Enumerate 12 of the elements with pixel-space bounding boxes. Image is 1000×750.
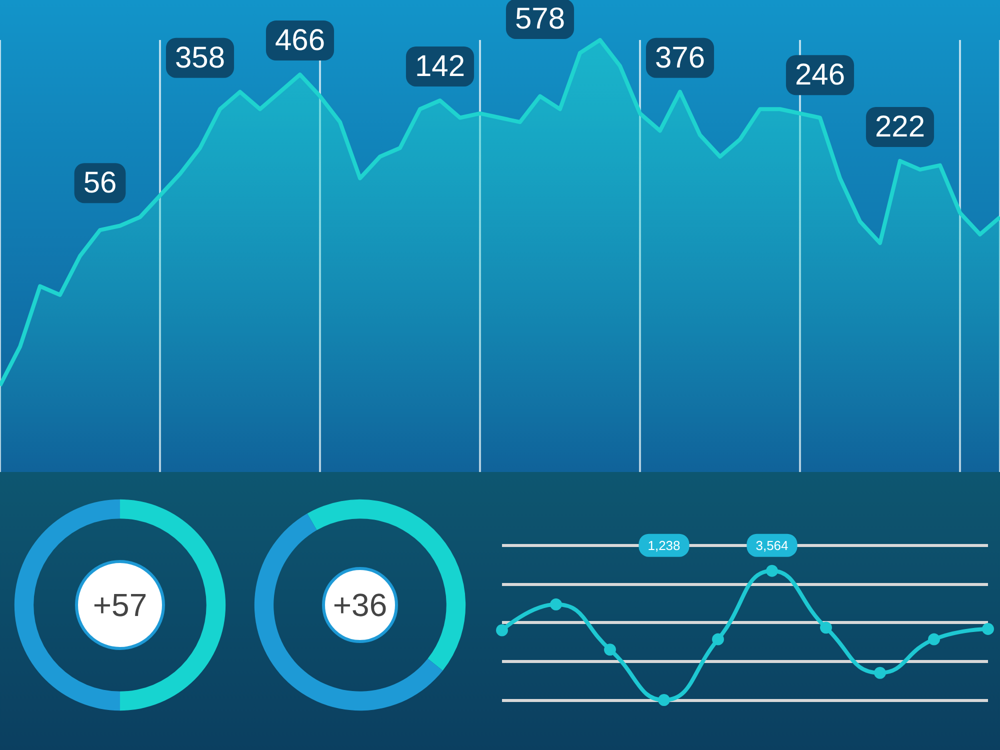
annotation: 376 <box>654 41 706 74</box>
annotation: 246 <box>794 58 846 92</box>
annotation: 466 <box>274 24 326 58</box>
text: 578 <box>514 2 566 36</box>
annotation: 56 <box>83 166 117 200</box>
text: +36 <box>322 567 398 643</box>
annotation: 222 <box>874 110 926 144</box>
annotation: 142 <box>414 50 466 83</box>
text: 1,238 <box>648 538 680 553</box>
text: +57 <box>75 560 165 650</box>
text: 3,564 <box>756 538 788 553</box>
annotation: 358 <box>174 41 226 74</box>
